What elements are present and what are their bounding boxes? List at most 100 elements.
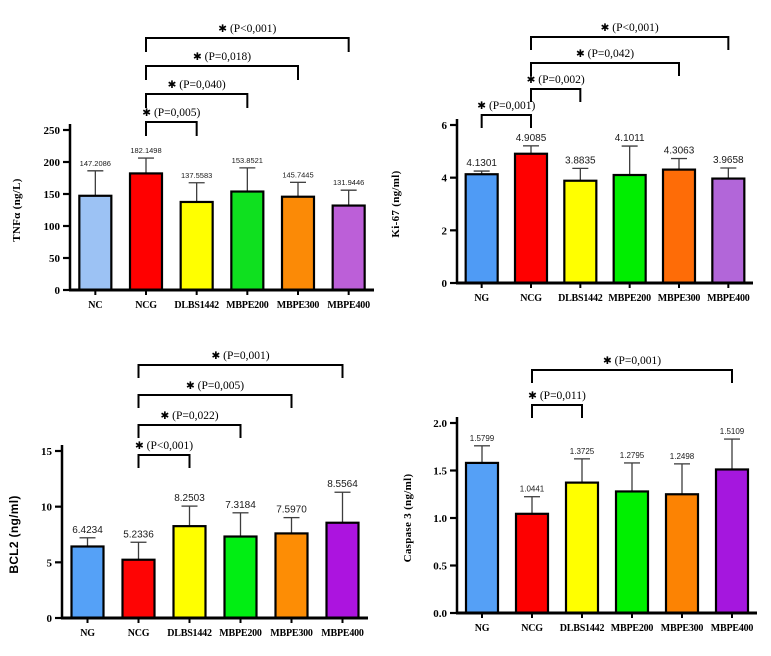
category-label-MBPE400: MBPE400 [707,293,750,304]
chart-tnfa: 147.2086 NC 182.1498 NCG 137.5583 DLBS1442 153… [11,23,374,311]
y-tick-label: 2 [442,225,448,237]
value-label-DLBS1442: 137.5583 [181,171,212,180]
y-tick-label: 15 [41,446,53,458]
bracket-label: ✱ (P=0,001) [603,355,661,367]
value-label-MBPE400: 131.9446 [333,178,364,187]
value-label-NG: 4.1301 [466,158,497,169]
value-label-MBPE200: 7.3184 [225,500,256,511]
significance-bracket [480,114,532,128]
category-label-MBPE300: MBPE300 [661,623,704,634]
significance-bracket [145,65,299,80]
bar-NCG [514,512,550,615]
significance-bracket [137,364,344,378]
significance-bracket [530,88,582,102]
value-label-NCG: 1.0441 [520,485,545,494]
significance-bracket [531,369,733,383]
category-label-DLBS1442: DLBS1442 [560,623,605,634]
category-label-NG: NG [80,628,95,639]
y-tick-label: 0 [442,278,448,290]
chart-bcl2: 6.4234 NG 5.2336 NCG 8.2503 DLBS1442 7.3184 MBP… [7,350,368,639]
y-tick-label: 0.5 [433,561,447,573]
significance-bracket [530,36,730,50]
y-tick-label: 6 [442,120,448,132]
bar-NC [78,194,113,292]
y-tick-label: 0 [55,285,61,297]
value-label-MBPE400: 8.5564 [327,479,358,490]
value-label-MBPE200: 4.1011 [615,133,645,144]
bar-MBPE400 [711,177,746,285]
category-label-DLBS1442: DLBS1442 [174,300,219,311]
y-tick-label: 0 [47,613,53,625]
significance-bracket [531,404,583,418]
bracket-label: ✱ (P=0,011) [528,390,586,402]
category-label-DLBS1442: DLBS1442 [167,628,212,639]
category-label-NCG: NCG [521,623,543,634]
value-label-MBPE200: 1.2795 [620,451,645,460]
bar-MBPE200 [230,190,265,292]
significance-bracket [137,394,293,408]
bracket-label: ✱ (P<0,001) [135,440,193,452]
category-label-MBPE400: MBPE400 [327,300,370,311]
category-label-NCG: NCG [128,628,150,639]
value-label-MBPE200: 153.8521 [232,156,263,165]
category-label-MBPE200: MBPE200 [219,628,262,639]
significance-bracket [145,37,350,52]
category-label-MBPE200: MBPE200 [226,300,269,311]
value-label-NCG: 4.9085 [516,133,547,144]
category-label-NG: NG [475,623,490,634]
category-label-MBPE300: MBPE300 [270,628,313,639]
significance-bracket [145,121,198,136]
chart-ki67: 4.1301 NG 4.9085 NCG 3.8835 DLBS1442 4.1011 MBP… [390,22,753,304]
y-tick-label: 0.0 [433,608,447,620]
value-label-NCG: 182.1498 [130,146,161,155]
bracket-label: ✱ (P=0,005) [142,107,200,119]
category-label-NG: NG [474,293,489,304]
category-label-MBPE400: MBPE400 [711,623,754,634]
y-tick-label: 10 [41,502,53,514]
category-label-NCG: NCG [520,293,542,304]
bar-MBPE400 [331,204,366,292]
bracket-label: ✱ (P<0,001) [218,23,276,35]
y-axis-label: Caspase 3 (ng/ml) [402,474,414,563]
bar-DLBS1442 [563,179,598,285]
y-tick-label: 2.0 [433,418,447,430]
bar-MBPE300 [661,168,697,285]
bracket-label: ✱ (P=0,001) [477,100,535,112]
bar-NCG [121,558,156,620]
value-label-DLBS1442: 1.3725 [570,447,595,456]
bar-MBPE300 [280,195,316,292]
value-label-NG: 6.4234 [72,525,103,536]
bar-DLBS1442 [172,525,207,620]
category-label-MBPE200: MBPE200 [608,293,651,304]
y-tick-label: 1.0 [433,513,447,525]
bar-DLBS1442 [179,200,214,292]
y-tick-label: 250 [44,125,61,137]
bar-MBPE200 [223,535,258,620]
y-tick-label: 5 [47,557,53,569]
value-label-MBPE300: 145.7445 [282,170,313,179]
significance-bracket [145,93,249,108]
bracket-label: ✱ (P=0,018) [193,51,251,63]
bracket-label: ✱ (P=0,042) [576,48,634,60]
bar-NCG [128,172,164,292]
value-label-DLBS1442: 8.2503 [174,493,205,504]
bar-MBPE200 [612,173,647,285]
value-label-NC: 147.2086 [80,159,111,168]
bar-MBPE300 [664,493,700,615]
y-axis-label: TNFα (ng/L) [11,178,23,242]
y-tick-label: 50 [49,253,61,265]
category-label-DLBS1442: DLBS1442 [558,293,603,304]
value-label-NG: 1.5799 [470,434,495,443]
y-axis-label: Ki-67 (ng/ml) [390,170,402,237]
bar-NCG [513,152,549,285]
value-label-MBPE300: 4.3063 [664,146,695,157]
y-tick-label: 150 [44,189,61,201]
value-label-NCG: 5.2336 [123,529,154,540]
value-label-MBPE400: 1.5109 [720,427,745,436]
significance-bracket [137,454,191,468]
y-tick-label: 4 [442,173,448,185]
bar-DLBS1442 [564,481,600,615]
bracket-label: ✱ (P=0,022) [160,410,218,422]
category-label-MBPE300: MBPE300 [277,300,320,311]
